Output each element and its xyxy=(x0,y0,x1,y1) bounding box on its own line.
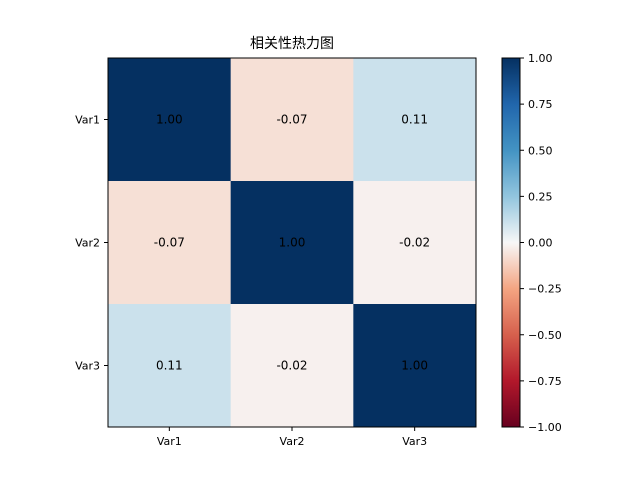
colorbar-tick-label: 0.75 xyxy=(528,98,553,111)
x-tick-label: Var1 xyxy=(157,435,182,448)
colorbar-ticks: 1.00 0.75 0.50 0.25 0.00 −0.25 −0.50 −0.75 −1.00 xyxy=(520,52,562,434)
heatmap-cell-r3-c1 xyxy=(108,304,232,428)
y-axis: Var1 Var2 Var3 xyxy=(75,114,108,373)
heatmap-cell-r3-c3 xyxy=(353,304,477,428)
y-tick-label: Var2 xyxy=(75,237,100,250)
colorbar: 1.00 0.75 0.50 0.25 0.00 −0.25 −0.50 −0.75 −1.00 xyxy=(501,52,562,434)
cell-value-label-r1-c1: 1.00 xyxy=(156,113,183,127)
x-tick-label: Var3 xyxy=(402,435,427,448)
cell-value-label-r2-c3: -0.02 xyxy=(399,236,430,250)
cell-value-label-r1-c2: -0.07 xyxy=(276,113,307,127)
colorbar-tick-label: 1.00 xyxy=(528,52,553,65)
y-tick-label: Var1 xyxy=(75,114,100,127)
colorbar-tick-label: −0.75 xyxy=(528,375,562,388)
colorbar-tick-label: −0.25 xyxy=(528,283,562,296)
cell-value-label-r3-c3: 1.00 xyxy=(401,359,428,373)
colorbar-tick-label: 0.50 xyxy=(528,144,553,157)
cell-value-label-r2-c2: 1.00 xyxy=(279,236,306,250)
cell-value-label-r3-c1: 0.11 xyxy=(156,359,183,373)
colorbar-tick-label: −0.50 xyxy=(528,329,562,342)
chart-title: 相关性热力图 xyxy=(250,36,334,52)
cell-value-label-r3-c2: -0.02 xyxy=(276,359,307,373)
heatmap-cell-r1-c1 xyxy=(108,58,232,182)
x-axis: Var1 Var2 Var3 xyxy=(157,427,427,448)
colorbar-tick-label: 0.25 xyxy=(528,190,553,203)
cell-value-label-r1-c3: 0.11 xyxy=(401,113,428,127)
heatmap-cell-r3-c2 xyxy=(230,304,354,428)
colorbar-tick-label: −1.00 xyxy=(528,421,562,434)
colorbar-tick-label: 0.00 xyxy=(528,237,553,250)
y-tick-label: Var3 xyxy=(75,360,100,373)
cell-value-label-r2-c1: -0.07 xyxy=(154,236,185,250)
heatmap-cell-r1-c2 xyxy=(230,58,354,182)
heatmap-cell-r2-c2 xyxy=(230,181,354,305)
colorbar-gradient xyxy=(502,58,520,427)
x-tick-label: Var2 xyxy=(280,435,305,448)
heatmap-cell-r1-c3 xyxy=(353,58,477,182)
heatmap-cells: 1.00 -0.07 0.11 -0.07 1.00 -0.02 0.11 -0.02 1.00 xyxy=(108,58,477,428)
heatmap-cell-r2-c3 xyxy=(353,181,477,305)
heatmap-cell-r2-c1 xyxy=(108,181,232,305)
